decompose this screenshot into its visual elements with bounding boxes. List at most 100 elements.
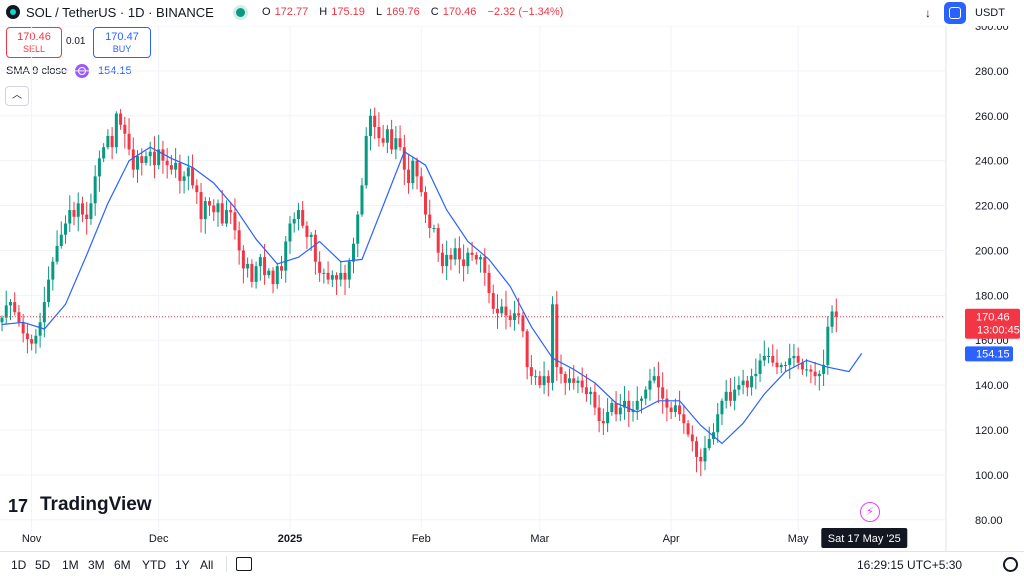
candle-body [284,241,288,271]
candle-body [280,266,284,271]
candle-body [385,129,389,143]
candle-body [246,263,250,269]
candle-body [623,400,627,408]
candle-body [805,369,809,371]
range-1y[interactable]: 1Y [175,558,190,572]
candle-body [394,138,398,150]
candle-body [38,322,42,336]
candle-body [457,248,461,260]
candle-body [733,389,737,401]
candle-body [483,257,487,273]
candle-body [335,275,339,280]
candle-body [169,165,173,170]
candle-body [813,371,817,377]
candle-body [233,212,237,231]
sma-line [1,146,863,445]
candle-body [356,214,360,244]
candle-body [368,115,372,136]
candle-body [644,389,648,399]
ohlc-open-value: 172.77 [274,6,309,18]
candle-body [110,135,114,148]
candle-body [136,156,140,170]
gear-icon[interactable] [1003,557,1018,572]
range-1m[interactable]: 1M [62,558,79,572]
candle-body [72,210,76,217]
range-6m[interactable]: 6M [114,558,131,572]
candle-body [114,113,118,148]
candle-body [466,252,470,267]
collapse-legend-button[interactable]: ︿ [5,86,29,106]
sell-button[interactable]: 170.46 SELL [6,27,62,58]
clock-readout[interactable]: 16:29:15 UTC+5:30 [857,558,963,572]
candle-body [762,355,766,361]
candle-body [229,210,233,213]
crosshair-date-label: Sat 17 May '25 [828,533,901,545]
candle-body [767,355,771,357]
candle-body [85,214,89,220]
candle-body [140,156,144,163]
ohlc-close-value: 170.46 [442,6,477,18]
candle-body [352,243,356,262]
candle-body [80,203,84,215]
candle-body [479,257,483,260]
candle-body [144,156,148,163]
candle-body [25,333,29,340]
candle-body [720,400,724,415]
candle-body [809,369,813,372]
candle-body [216,203,220,213]
compare-button[interactable] [944,2,966,24]
candle-body [360,185,364,215]
candle-body [504,306,508,316]
candle-body [707,438,711,448]
spread-value: 0.01 [66,36,86,47]
buy-label: BUY [112,44,132,54]
y-tick-label: 140.00 [975,380,1009,392]
candle-body [161,149,165,161]
y-tick-label: 260.00 [975,111,1009,123]
range-1d[interactable]: 1D [11,558,27,572]
x-tick-label: Nov [22,533,42,545]
price-chart[interactable]: 300.00 280.00 260.00 240.00 220.00 200.00 180.… [0,26,1024,551]
ohlc-change: −2.32 (−1.34%) [487,6,564,18]
y-tick-label: 240.00 [975,156,1009,168]
candle-body [424,192,427,215]
symbol-title[interactable]: SOL / TetherUS · 1D · BINANCE [26,5,214,20]
candle-body [593,391,597,408]
candle-body [682,414,686,424]
candle-body [728,391,732,401]
candle-body [407,169,411,184]
range-all[interactable]: All [200,558,214,572]
candle-body [555,304,559,368]
flash-icon[interactable]: ⚡ [860,502,880,522]
currency-selector[interactable]: USDT [975,7,1005,19]
symbol-logo-icon [6,5,20,19]
candle-body [97,158,101,177]
calendar-icon[interactable] [236,557,252,571]
candle-body [690,434,694,442]
candle-body [741,380,745,386]
ohlc-high-key: H [319,6,328,18]
candle-body [123,124,127,134]
range-5d[interactable]: 5D [35,558,51,572]
candle-body [301,210,305,226]
range-3m[interactable]: 3M [88,558,105,572]
candle-body [551,304,555,383]
range-ytd[interactable]: YTD [142,558,166,572]
candle-body [648,380,652,390]
candle-body [191,167,195,186]
candle-body [546,376,550,383]
download-arrow-button[interactable]: ↓ [917,3,939,23]
candle-body [453,248,457,260]
candle-body [750,376,754,388]
candle-body [47,279,51,303]
buy-button[interactable]: 170.47 BUY [93,27,151,58]
candle-body [817,373,821,377]
candle-body [68,210,72,224]
candle-body [93,176,97,204]
candle-body [241,250,245,269]
candle-body [157,149,161,166]
ohlc-high-value: 175.19 [331,6,365,18]
candle-body [220,203,224,224]
candle-body [534,376,538,378]
arrow-down-icon: ↓ [925,6,931,20]
